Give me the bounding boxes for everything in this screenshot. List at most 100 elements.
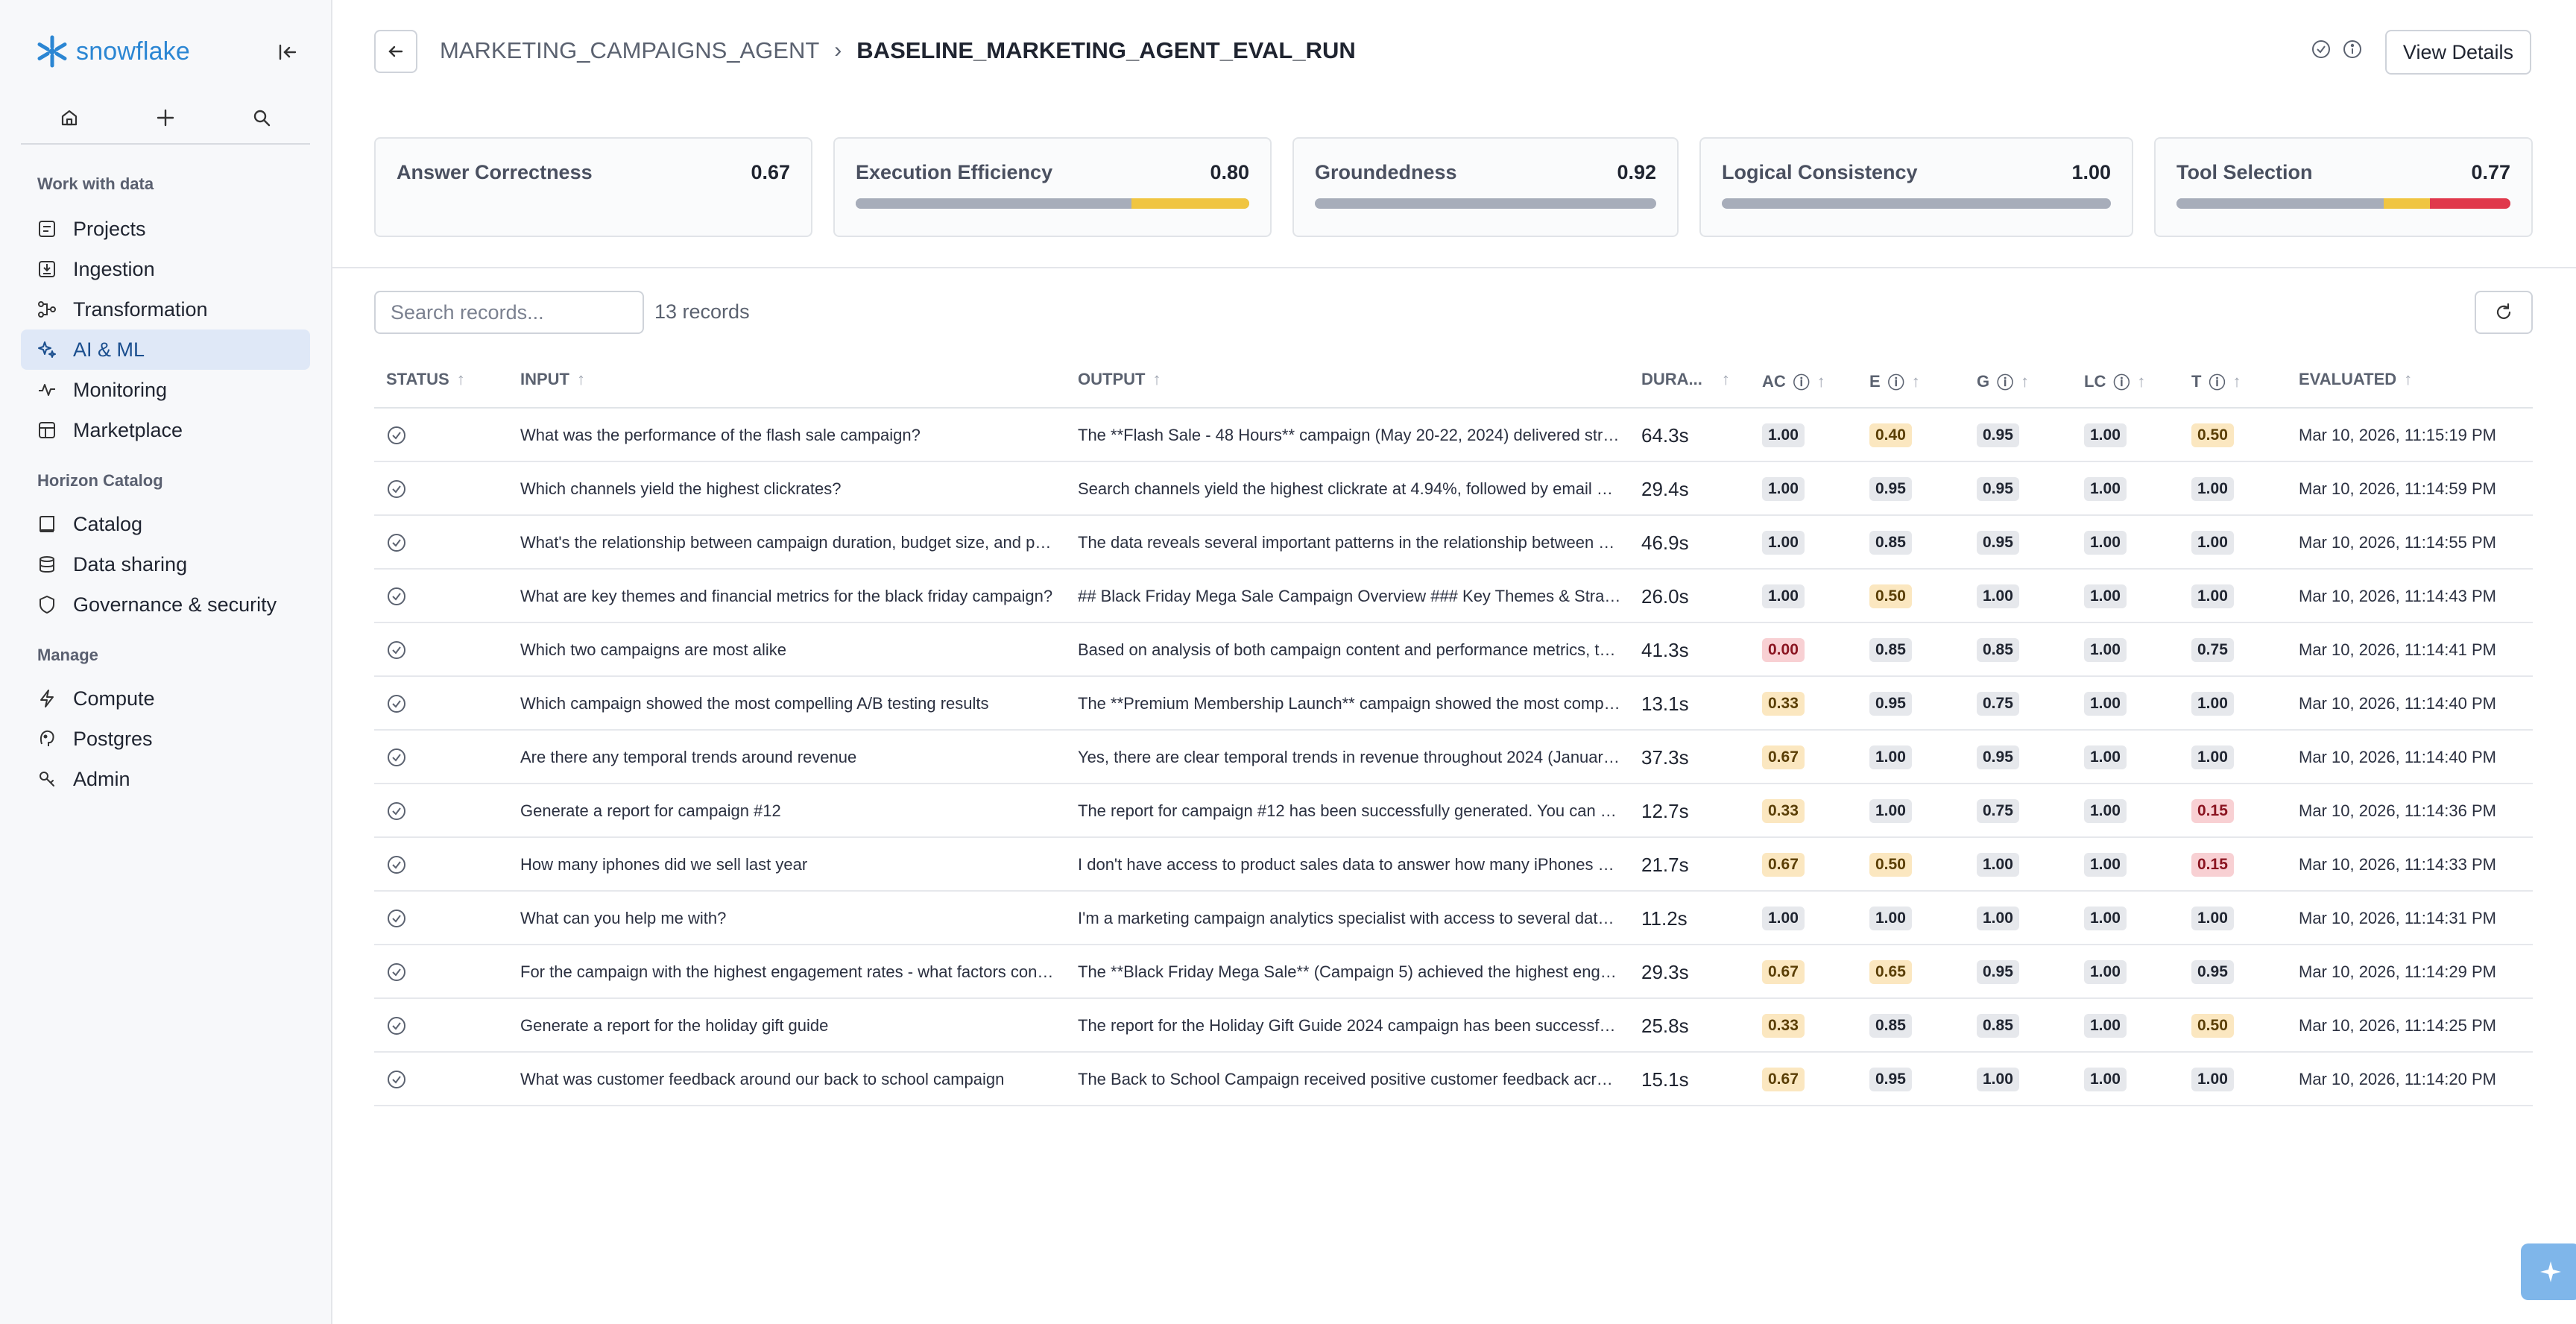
score-badge: 0.00 xyxy=(1762,638,1805,662)
score-badge: 0.95 xyxy=(1869,1068,1912,1091)
score-ac: 0.33 xyxy=(1762,677,1852,731)
table-row[interactable]: Are there any temporal trends around rev… xyxy=(374,731,2533,784)
table-row[interactable]: Which channels yield the highest clickra… xyxy=(374,462,2533,516)
status-cell xyxy=(386,516,476,570)
info-icon[interactable]: ⓘ xyxy=(1887,373,1904,392)
view-details-button[interactable]: View Details xyxy=(2384,30,2531,75)
sidebar-item-ingestion[interactable]: Ingestion xyxy=(21,249,310,289)
status-cell xyxy=(386,462,476,516)
home-button[interactable] xyxy=(48,97,90,139)
column-label: OUTPUT xyxy=(1078,370,1146,388)
score-e: 0.85 xyxy=(1869,516,1959,570)
table-row[interactable]: Generate a report for campaign #12 The re… xyxy=(374,784,2533,838)
sparkle-icon xyxy=(38,341,56,358)
column-header-evaluated[interactable]: EVALUATED ↑ xyxy=(2299,370,2412,389)
sidebar-item-ai-ml[interactable]: AI & ML xyxy=(21,330,310,370)
sidebar-item-projects[interactable]: Projects xyxy=(21,209,310,249)
evaluated-cell-text: Mar 10, 2026, 11:14:36 PM xyxy=(2299,801,2496,820)
create-button[interactable] xyxy=(145,97,186,139)
table-row[interactable]: Which campaign showed the most compellin… xyxy=(374,677,2533,731)
table-row[interactable]: For the campaign with the highest engage… xyxy=(374,945,2533,999)
column-label: STATUS xyxy=(386,370,449,388)
nav-section-title: Work with data xyxy=(37,174,154,193)
page-header: MARKETING_CAMPAIGNS_AGENT › BASELINE_MAR… xyxy=(332,0,2576,104)
sidebar-item-marketplace[interactable]: Marketplace xyxy=(21,410,310,450)
score-badge: 0.85 xyxy=(1869,1014,1912,1038)
score-badge: 1.00 xyxy=(2191,477,2234,501)
sidebar-item-data-sharing[interactable]: Data sharing xyxy=(21,544,310,584)
score-t: 0.15 xyxy=(2191,784,2281,838)
score-badge: 1.00 xyxy=(1869,799,1912,823)
score-badge: 1.00 xyxy=(2084,531,2127,555)
info-icon[interactable]: ⓘ xyxy=(1997,373,2014,392)
snowflake-logo[interactable]: snowflake xyxy=(36,34,190,69)
column-label: EVALUATED xyxy=(2299,370,2397,388)
sidebar-item-transformation[interactable]: Transformation xyxy=(21,289,310,330)
score-badge: 0.95 xyxy=(1977,960,2019,984)
assistant-button[interactable] xyxy=(2521,1243,2576,1300)
sidebar-item-catalog[interactable]: Catalog xyxy=(21,504,310,544)
column-header-lc[interactable]: LC ⓘ ↑ xyxy=(2084,370,2145,394)
info-icon[interactable]: ⓘ xyxy=(1793,373,1810,392)
duration-cell: 46.9s xyxy=(1641,516,1746,570)
input-cell-text: Generate a report for the holiday gift g… xyxy=(520,1016,829,1035)
score-badge: 1.00 xyxy=(2084,799,2127,823)
table-row[interactable]: What was customer feedback around our ba… xyxy=(374,1053,2533,1106)
column-header-ac[interactable]: AC ⓘ ↑ xyxy=(1762,370,1825,394)
info-icon[interactable] xyxy=(2342,39,2363,60)
column-header-output[interactable]: OUTPUT ↑ xyxy=(1078,370,1161,389)
table-row[interactable]: What's the relationship between campaign… xyxy=(374,516,2533,570)
collapse-sidebar-button[interactable] xyxy=(273,37,303,67)
column-header-duration[interactable]: DURA... ↑ xyxy=(1641,370,1730,389)
table-row[interactable]: Generate a report for the holiday gift g… xyxy=(374,999,2533,1053)
score-badge: 1.00 xyxy=(2084,692,2127,716)
table-row[interactable]: What are key themes and financial metric… xyxy=(374,570,2533,623)
refresh-button[interactable] xyxy=(2475,291,2533,334)
column-header-input[interactable]: INPUT ↑ xyxy=(520,370,585,389)
search-button[interactable] xyxy=(241,97,282,139)
column-label: T xyxy=(2191,372,2202,391)
sidebar-item-postgres[interactable]: Postgres xyxy=(21,719,310,759)
table-row[interactable]: Which two campaigns are most alike Based … xyxy=(374,623,2533,677)
input-cell: What are key themes and financial metric… xyxy=(520,570,1055,623)
info-icon[interactable]: ⓘ xyxy=(2209,373,2226,392)
output-cell: The **Flash Sale - 48 Hours** campaign (… xyxy=(1078,409,1622,462)
column-label: INPUT xyxy=(520,370,569,388)
search-records-input[interactable] xyxy=(374,291,644,334)
duration-cell-text: 15.1s xyxy=(1641,1068,1689,1091)
score-badge: 0.95 xyxy=(1977,745,2019,769)
score-e: 0.65 xyxy=(1869,945,1959,999)
breadcrumb-parent-link[interactable]: MARKETING_CAMPAIGNS_AGENT xyxy=(440,37,820,63)
metric-distribution-bar xyxy=(1722,198,2111,209)
column-header-status[interactable]: STATUS ↑ xyxy=(386,370,465,389)
metric-bar-segment xyxy=(1722,198,2111,209)
input-cell-text: What can you help me with? xyxy=(520,909,727,927)
score-badge: 0.67 xyxy=(1762,1068,1805,1091)
snowflake-logo-icon xyxy=(37,35,67,68)
sort-arrow-icon: ↑ xyxy=(456,370,465,388)
score-lc: 1.00 xyxy=(2084,945,2174,999)
sidebar-item-compute[interactable]: Compute xyxy=(21,678,310,719)
table-row[interactable]: What was the performance of the flash sa… xyxy=(374,409,2533,462)
sidebar-item-admin[interactable]: Admin xyxy=(21,759,310,799)
sidebar-item-monitoring[interactable]: Monitoring xyxy=(21,370,310,410)
metric-bar-segment xyxy=(2430,198,2510,209)
sidebar-item-label: Projects xyxy=(73,217,146,240)
duration-cell: 64.3s xyxy=(1641,409,1746,462)
duration-cell-text: 21.7s xyxy=(1641,853,1689,876)
back-button[interactable] xyxy=(374,30,417,73)
table-row[interactable]: How many iphones did we sell last year I … xyxy=(374,838,2533,892)
score-g: 1.00 xyxy=(1977,838,2066,892)
table-row[interactable]: What can you help me with? I'm a marketin… xyxy=(374,892,2533,945)
evaluated-cell-text: Mar 10, 2026, 11:14:40 PM xyxy=(2299,694,2496,713)
sidebar-item-governance[interactable]: Governance & security xyxy=(21,584,310,625)
sort-arrow-icon: ↑ xyxy=(2232,372,2241,391)
score-e: 1.00 xyxy=(1869,731,1959,784)
score-badge: 0.67 xyxy=(1762,960,1805,984)
status-cell xyxy=(386,731,476,784)
info-icon[interactable]: ⓘ xyxy=(2113,373,2130,392)
